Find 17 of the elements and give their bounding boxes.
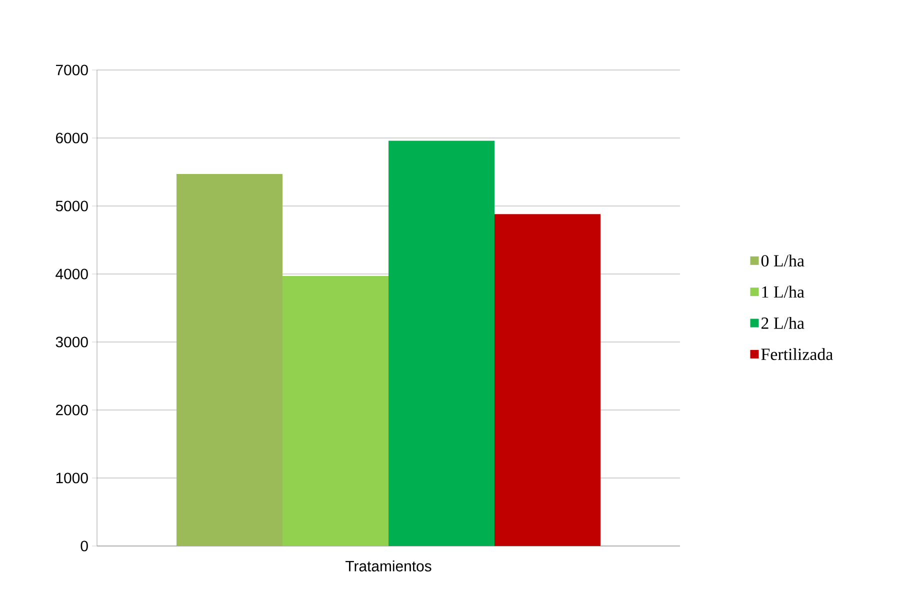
legend-label: 0 L/ha <box>761 254 804 267</box>
bar <box>282 276 389 546</box>
y-tick-label: 2000 <box>56 404 88 416</box>
y-tick-label: 3000 <box>56 336 88 348</box>
y-tick-label: 0 <box>80 540 88 552</box>
y-tick-label: 4000 <box>56 268 88 280</box>
y-tick-label: 6000 <box>56 132 88 144</box>
y-tick-label: 7000 <box>56 64 88 76</box>
legend-label: 2 L/ha <box>761 316 804 329</box>
x-tick-label: Tratamientos <box>346 560 432 572</box>
bar <box>388 140 495 546</box>
bar <box>494 214 601 546</box>
legend-label: Fertilizada <box>761 348 833 360</box>
legend-label: 1 L/ha <box>762 286 804 298</box>
bar <box>176 174 283 546</box>
y-tick-label: 1000 <box>56 472 88 484</box>
y-tick-label: 5000 <box>56 200 88 212</box>
